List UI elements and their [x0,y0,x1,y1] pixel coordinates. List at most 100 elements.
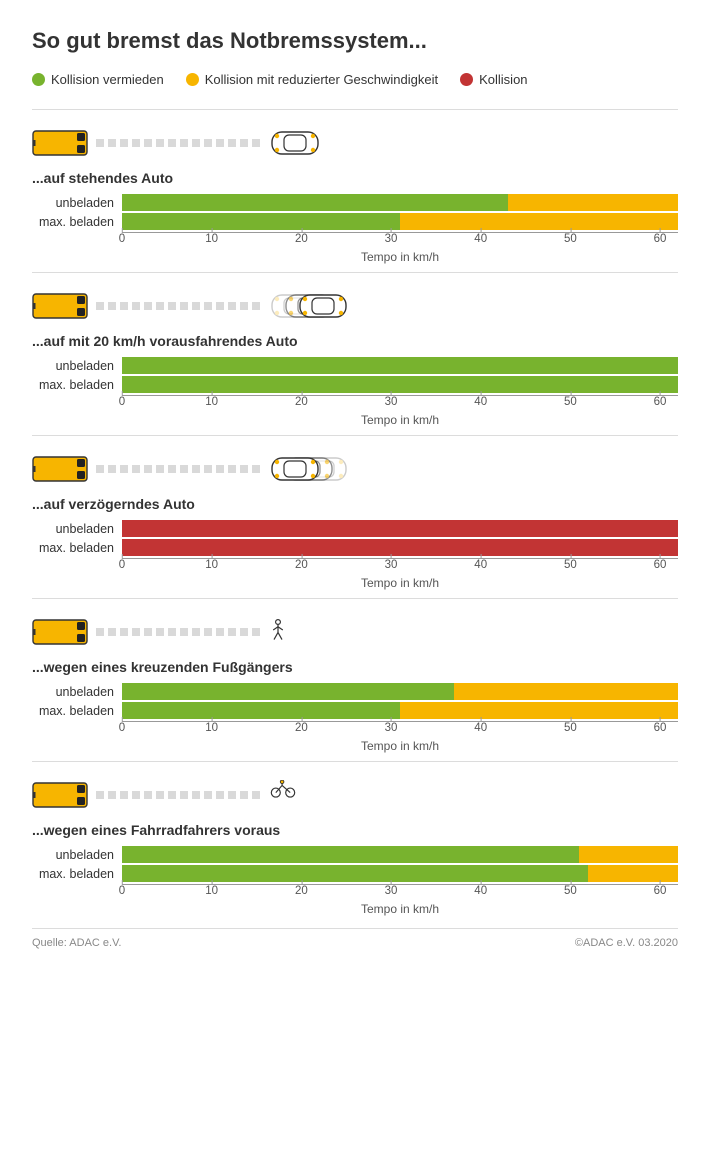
axis: 0102030405060 [32,721,678,737]
row-label: max. beladen [32,867,122,881]
row-label: unbeladen [32,359,122,373]
axis-tick: 30 [385,396,398,408]
axis-label: Tempo in km/h [122,576,678,590]
axis: 0 10 20 30 40 50 60 [32,395,678,411]
bar-track [122,376,678,393]
bar-row: unbeladen [32,683,678,700]
scenario: ...auf stehendes Auto unbeladen max. belad… [32,109,678,264]
axis-tick: 0 [119,885,125,897]
bar-segment [122,865,588,882]
axis-tick: 0 [119,233,125,245]
scenario: ...auf verzögerndes Autounbeladenmax. be… [32,435,678,590]
bar-row: unbeladen [32,846,678,863]
row-label: unbeladen [32,848,122,862]
bar-segment [122,702,400,719]
bar-segment [400,213,678,230]
legend-item: Kollision mit reduzierter Geschwindigkei… [186,72,438,87]
scenario-label: ...wegen eines kreuzenden Fußgängers [32,659,678,675]
axis-line: 0102030405060 [122,721,678,737]
axis-tick: 30 [385,722,398,734]
van-icon [32,128,92,158]
target-icon [270,291,348,321]
legend-label: Kollision mit reduzierter Geschwindigkei… [205,72,438,87]
target-icon [270,454,348,484]
footer-copyright: ©ADAC e.V. 03.2020 [575,937,678,949]
axis-tick: 30 [385,233,398,245]
axis-tick: 0 [119,396,125,408]
axis-tick: 20 [295,396,308,408]
row-label: max. beladen [32,215,122,229]
scenario: ...wegen eines Fahrradfahrers vorausunbe… [32,761,678,916]
axis-line: 0 10 20 30 40 50 60 [122,395,678,411]
axis-tick: 40 [474,559,487,571]
axis-tick: 50 [564,233,577,245]
van-icon [32,780,92,810]
motion-trail [96,302,260,310]
axis-tick: 60 [654,233,667,245]
axis-tick: 60 [654,722,667,734]
scenario: ...wegen eines kreuzenden Fußgängers unbe… [32,598,678,753]
bar-row: unbeladen [32,194,678,211]
van-icon [32,454,92,484]
footer-source: Quelle: ADAC e.V. [32,937,121,949]
legend: Kollision vermieden Kollision mit reduzie… [32,72,678,87]
target-icon [270,128,320,163]
axis-tick: 20 [295,885,308,897]
legend-item: Kollision [460,72,527,87]
axis-tick: 40 [474,396,487,408]
axis-tick: 10 [205,396,218,408]
motion-trail [96,628,260,636]
row-label: unbeladen [32,196,122,210]
footer: Quelle: ADAC e.V. ©ADAC e.V. 03.2020 [32,928,678,949]
bar-track [122,865,678,882]
legend-dot [460,73,473,86]
axis-tick: 50 [564,559,577,571]
page-title: So gut bremst das Notbremssystem... [32,28,678,54]
legend-item: Kollision vermieden [32,72,164,87]
bar-segment [122,846,579,863]
legend-dot [32,73,45,86]
axis-tick: 60 [654,396,667,408]
scene-illustration [32,611,678,655]
row-label: unbeladen [32,685,122,699]
bar-segment [588,865,678,882]
bar-segment [454,683,678,700]
bar-segment [122,520,678,537]
bar-segment [508,194,678,211]
axis-tick: 0 [119,722,125,734]
axis-tick: 10 [205,722,218,734]
bar-segment [122,683,454,700]
axis-tick: 50 [564,885,577,897]
axis-label: Tempo in km/h [122,902,678,916]
axis: 0102030405060 [32,884,678,900]
row-label: max. beladen [32,378,122,392]
bar-track [122,357,678,374]
axis-label: Tempo in km/h [122,413,678,427]
row-label: max. beladen [32,704,122,718]
axis-tick: 50 [564,396,577,408]
bar-track [122,683,678,700]
target-icon [270,617,286,648]
scene-illustration [32,774,678,818]
bar-row: max. beladen [32,213,678,230]
bar-row: unbeladen [32,357,678,374]
axis-tick: 10 [205,233,218,245]
scenario: ...auf mit 20 km/h vorausfahrendes Auto u… [32,272,678,427]
axis-label: Tempo in km/h [122,739,678,753]
bar-segment [122,539,678,556]
van-icon [32,617,92,647]
bar-segment [579,846,678,863]
scene-illustration [32,122,678,166]
scenario-label: ...auf mit 20 km/h vorausfahrendes Auto [32,333,678,349]
axis-line: 0102030405060 [122,884,678,900]
bar-row: unbeladen [32,520,678,537]
bar-track [122,213,678,230]
axis-tick: 30 [385,559,398,571]
axis-tick: 0 [119,559,125,571]
bar-segment [122,357,678,374]
axis: 0102030405060 [32,558,678,574]
scenario-label: ...auf stehendes Auto [32,170,678,186]
axis-tick: 30 [385,885,398,897]
axis-tick: 40 [474,722,487,734]
legend-label: Kollision [479,72,527,87]
